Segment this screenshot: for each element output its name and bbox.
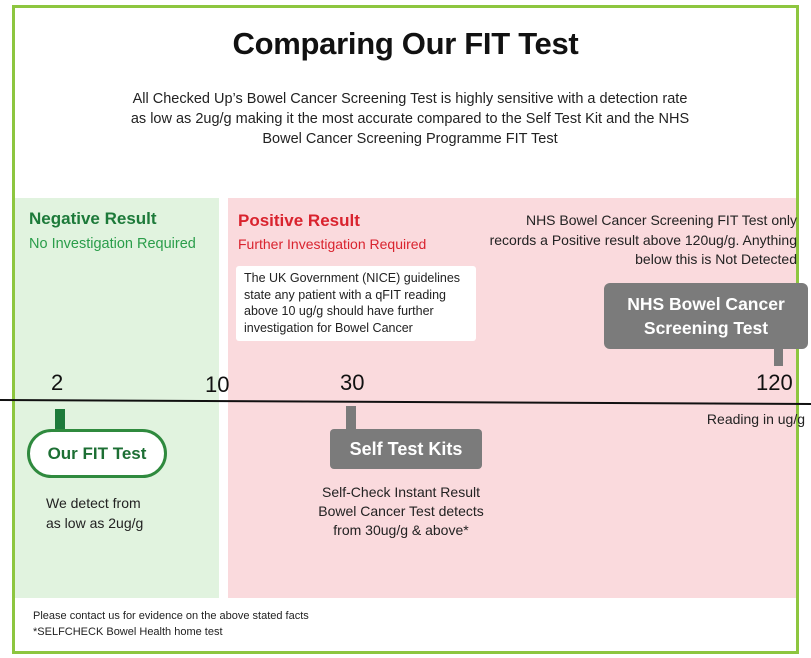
bottom-frame [12,598,799,654]
self-test-description: Self-Check Instant Result Bowel Cancer T… [296,483,506,540]
nice-guideline-note: The UK Government (NICE) guidelines stat… [236,266,476,341]
our-fit-desc-line2: as low as 2ug/g [46,515,144,531]
positive-zone [228,198,796,598]
our-fit-test-badge: Our FIT Test [27,429,167,478]
nhs-screening-badge: NHS Bowel Cancer Screening Test [604,283,808,349]
tick-label-10: 10 [205,372,230,397]
positive-result-subtitle: Further Investigation Required [238,236,427,252]
nhs-threshold-note: NHS Bowel Cancer Screening FIT Test only… [489,212,797,267]
our-fit-stem [55,409,65,429]
frame-left-edge [12,196,15,598]
self-test-kits-badge: Self Test Kits [330,429,482,469]
tick-label-30: 30 [340,370,365,395]
negative-zone [15,198,219,598]
nhs-badge-line2: Screening Test [643,318,769,338]
nhs-badge-stem [774,349,783,366]
self-test-desc-line2: Bowel Cancer Test detects [318,503,484,519]
tick-label-120: 120 [756,370,793,395]
our-fit-desc-line1: We detect from [46,495,141,511]
unit-label: Reading in ug/g [706,411,805,427]
self-test-desc-line1: Self-Check Instant Result [322,484,480,500]
page-title: Comparing Our FIT Test [232,26,579,61]
tick-label-2: 2 [51,370,64,395]
negative-result-title: Negative Result [29,209,157,228]
positive-result-title: Positive Result [238,211,360,230]
top-frame [12,5,799,196]
intro-text: All Checked Up’s Bowel Cancer Screening … [130,91,690,147]
footer-line1: Please contact us for evidence on the ab… [33,610,309,622]
self-test-stem [346,406,356,429]
nhs-badge-line1: NHS Bowel Cancer [627,294,785,314]
footer-line2: *SELFCHECK Bowel Health home test [33,626,223,638]
self-test-desc-line3: from 30ug/g & above* [333,522,469,538]
frame-right-edge [796,196,799,598]
negative-result-subtitle: No Investigation Required [29,236,196,252]
our-fit-description: We detect from as low as 2ug/g [46,493,176,533]
scale-axis-line [0,399,811,405]
footer-notes: Please contact us for evidence on the ab… [33,608,309,640]
